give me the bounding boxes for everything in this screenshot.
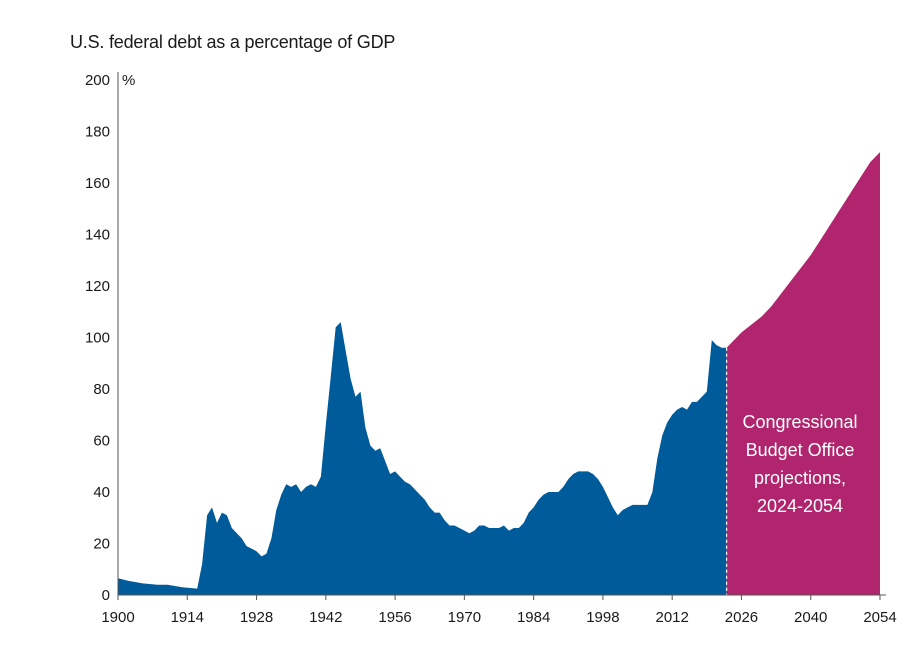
y-tick-label: 140 <box>85 227 110 244</box>
annotation-line: projections, <box>754 468 846 488</box>
y-tick-label: 20 <box>93 536 110 553</box>
x-tick-labels: 1900 1914 1928 1942 1956 1970 1984 1998 2012 2026… <box>101 595 897 626</box>
x-tick-label: 2054 <box>863 609 896 626</box>
y-tick-label: 0 <box>102 587 110 604</box>
x-tick-label: 1942 <box>309 609 342 626</box>
axes-layer <box>117 72 886 596</box>
y-tick-label: 180 <box>85 124 110 141</box>
x-tick-label: 1928 <box>240 609 273 626</box>
x-tick-label: 1956 <box>378 609 411 626</box>
area-series-2 <box>726 152 880 595</box>
x-tick-label: 1984 <box>517 609 550 626</box>
area-series-1 <box>118 322 727 595</box>
area-layer <box>118 152 880 595</box>
y-tick-label: 160 <box>85 175 110 192</box>
y-tick-label: 80 <box>93 381 110 398</box>
y-axis-unit-label: % <box>122 72 135 89</box>
y-tick-label: 40 <box>93 484 110 501</box>
x-tick-label: 1970 <box>448 609 481 626</box>
projection-annotation: Congressional Budget Office projections, 20… <box>742 412 857 516</box>
annotation-line: Budget Office <box>746 440 855 460</box>
y-tick-label: 200 <box>85 72 110 89</box>
y-tick-label: 60 <box>93 433 110 450</box>
y-tick-labels: 0 20 40 60 80 100 120 140 160 180 200 <box>85 72 110 604</box>
x-tick-label: 1900 <box>101 609 134 626</box>
annotation-line: 2024-2054 <box>757 496 843 516</box>
y-tick-label: 100 <box>85 330 110 347</box>
x-tick-label: 1914 <box>171 609 204 626</box>
x-tick-label: 2026 <box>725 609 758 626</box>
annotation-line: Congressional <box>742 412 857 432</box>
chart-title: U.S. federal debt as a percentage of GDP <box>70 32 396 52</box>
x-tick-label: 2040 <box>794 609 827 626</box>
x-tick-label: 2012 <box>655 609 688 626</box>
x-tick-label: 1998 <box>586 609 619 626</box>
y-tick-label: 120 <box>85 278 110 295</box>
